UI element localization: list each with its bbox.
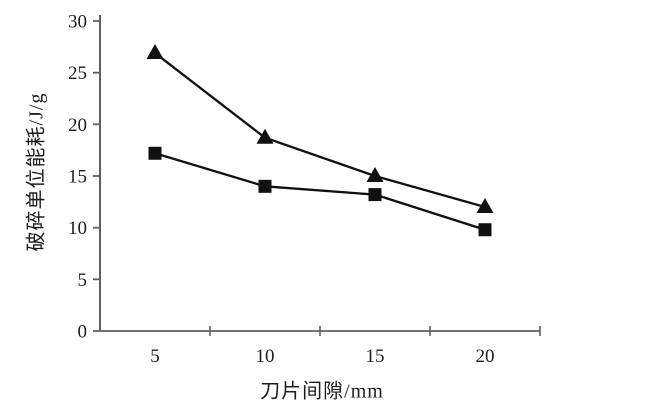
- square-marker: [478, 223, 492, 237]
- lower-curve-squares-line: [154, 152, 486, 231]
- y-tick-label: 10: [68, 218, 87, 239]
- triangle-marker: [146, 44, 164, 60]
- y-axis-title: 破碎单位能耗/J/g: [25, 92, 48, 252]
- x-axis-title: 刀片间隙/mm: [260, 380, 384, 403]
- x-tick-label: 20: [476, 346, 495, 367]
- triangle-marker: [256, 128, 274, 144]
- y-tick-label: 0: [78, 322, 88, 343]
- x-tick-label: 5: [150, 346, 160, 367]
- upper-curve-triangles-line: [154, 52, 486, 209]
- square-marker: [368, 188, 382, 202]
- x-tick-label: 10: [256, 346, 275, 367]
- triangle-marker: [476, 198, 494, 213]
- y-tick-label: 30: [68, 12, 87, 33]
- square-marker: [148, 146, 162, 160]
- y-tick-label: 15: [68, 167, 87, 188]
- y-tick-label: 20: [68, 115, 87, 136]
- x-tick-label: 15: [366, 346, 385, 367]
- y-tick-label: 5: [78, 270, 88, 291]
- y-tick-label: 25: [68, 63, 87, 84]
- square-marker: [258, 179, 272, 193]
- triangle-marker: [366, 167, 384, 182]
